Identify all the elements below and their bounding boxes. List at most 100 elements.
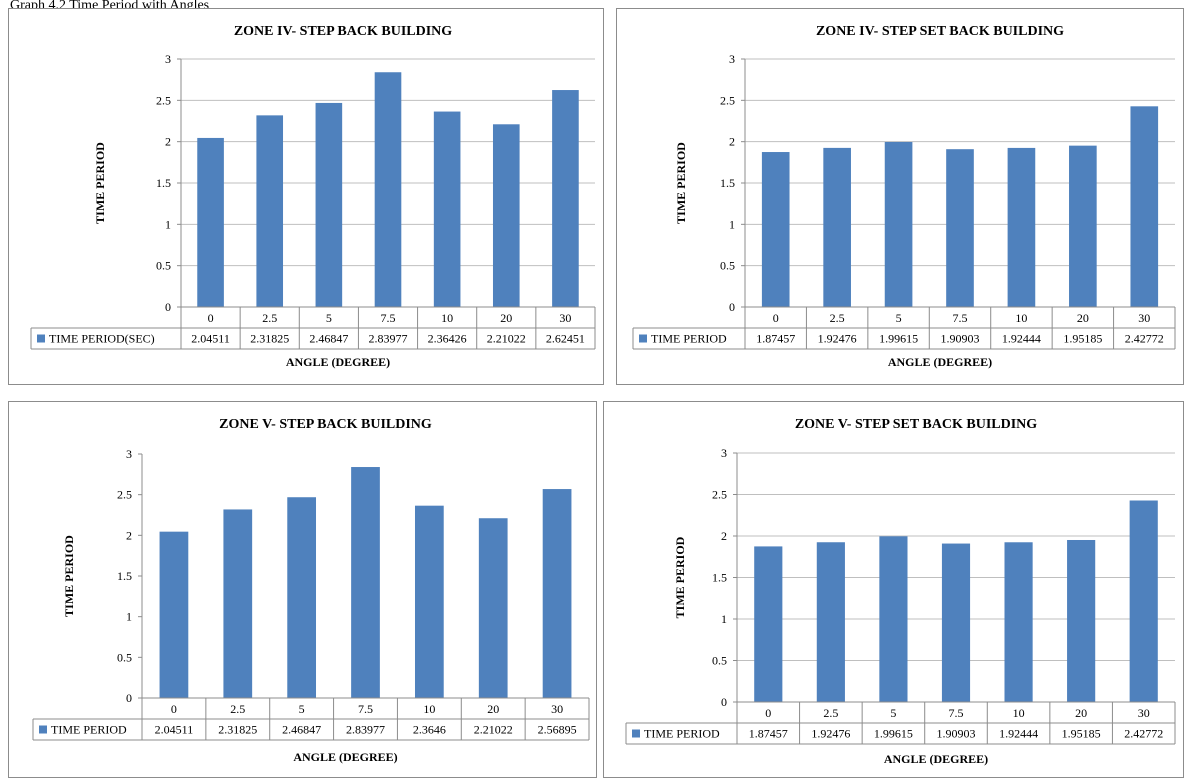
data-table-value: 2.83977 (346, 723, 385, 737)
data-table-value: 2.56895 (538, 723, 577, 737)
y-tick-label: 1.5 (720, 176, 735, 190)
x-tick-label: 2.5 (230, 702, 245, 716)
bar-2.5 (816, 542, 845, 702)
x-tick-label: 0 (208, 311, 214, 325)
x-tick-label: 7.5 (953, 311, 968, 325)
data-table-value: 2.62451 (546, 332, 585, 346)
data-table-value: 2.3646 (413, 723, 446, 737)
bar-2.5 (823, 147, 851, 307)
legend-swatch (39, 725, 47, 734)
data-table-value: 1.87457 (749, 727, 788, 741)
x-tick-label: 2.5 (823, 706, 838, 720)
y-tick-label: 2 (729, 135, 735, 149)
bar-30 (1130, 106, 1159, 308)
x-tick-label: 5 (890, 706, 896, 720)
x-tick-label: 30 (1138, 311, 1150, 325)
y-tick-label: 3 (729, 52, 735, 66)
data-table-value: 1.95185 (1063, 332, 1102, 346)
y-tick-label: 0.5 (117, 650, 132, 664)
data-table-value: 1.92476 (811, 727, 850, 741)
y-axis-title: TIME PERIOD (93, 142, 107, 224)
bar-2.5 (256, 115, 284, 307)
y-tick-label: 2.5 (712, 488, 727, 502)
x-axis-title: ANGLE (DEGREE) (884, 752, 988, 766)
y-tick-label: 1 (165, 217, 171, 231)
data-table-value: 1.90903 (937, 727, 976, 741)
chart-title: ZONE V- STEP SET BACK BUILDING (795, 417, 1037, 432)
bar-5 (315, 102, 343, 307)
data-table-value: 2.31825 (218, 723, 257, 737)
data-table-value: 2.36426 (428, 332, 467, 346)
x-tick-label: 7.5 (381, 311, 396, 325)
y-tick-label: 2 (165, 135, 171, 149)
data-table-value: 2.21022 (474, 723, 513, 737)
legend-series-name: TIME PERIOD (651, 332, 727, 346)
y-tick-label: 0 (721, 695, 727, 709)
x-tick-label: 7.5 (949, 706, 964, 720)
legend-swatch (632, 729, 640, 738)
x-tick-label: 10 (441, 311, 453, 325)
chart-title: ZONE IV- STEP BACK BUILDING (234, 24, 452, 39)
y-tick-label: 1.5 (156, 176, 171, 190)
x-tick-label: 20 (500, 311, 512, 325)
x-tick-label: 2.5 (262, 311, 277, 325)
chart-title: ZONE V- STEP BACK BUILDING (219, 417, 432, 432)
bar-10 (414, 505, 444, 698)
data-table-value: 1.99615 (879, 332, 918, 346)
data-table-value: 2.04511 (191, 332, 230, 346)
x-tick-label: 2.5 (830, 311, 845, 325)
x-tick-label: 5 (896, 311, 902, 325)
x-tick-label: 0 (765, 706, 771, 720)
x-tick-label: 5 (326, 311, 332, 325)
x-tick-label: 20 (1075, 706, 1087, 720)
bar-30 (552, 90, 579, 308)
chart-panel-zone-iv-step-set-back: ZONE IV- STEP SET BACK BUILDING 0 0.5 1 1.5 2… (616, 8, 1184, 385)
x-tick-label: 30 (551, 702, 563, 716)
bar-7.5 (946, 149, 974, 307)
y-tick-label: 2 (126, 528, 132, 542)
bar-30 (1129, 500, 1158, 702)
data-table-value: 1.99615 (874, 727, 913, 741)
data-table-value: 2.04511 (155, 723, 194, 737)
y-tick-label: 0 (165, 300, 171, 314)
y-tick-label: 0 (126, 691, 132, 705)
bar-7.5 (374, 72, 402, 307)
data-table-value: 1.92444 (999, 727, 1038, 741)
chart-svg: ZONE IV- STEP SET BACK BUILDING 0 0.5 1 1.5 2… (632, 24, 1176, 369)
x-tick-label: 30 (559, 311, 571, 325)
y-tick-label: 2.5 (720, 93, 735, 107)
data-table-value: 1.90903 (941, 332, 980, 346)
chart-panel-zone-iv-step-back: ZONE IV- STEP BACK BUILDING 0 0.5 1 1.5 2 2.5 3… (8, 8, 604, 385)
bar-7.5 (941, 543, 971, 702)
data-table-value: 1.92476 (818, 332, 857, 346)
y-tick-label: 0.5 (720, 259, 735, 273)
x-tick-label: 30 (1138, 706, 1150, 720)
bar-5 (287, 497, 317, 698)
bar-20 (478, 518, 508, 698)
y-tick-label: 2.5 (156, 93, 171, 107)
x-tick-label: 10 (423, 702, 435, 716)
chart-svg: ZONE V- STEP SET BACK BUILDING 0 0.5 1 1.5 2 2… (625, 417, 1176, 766)
y-tick-label: 2 (721, 529, 727, 543)
chart-svg: ZONE V- STEP BACK BUILDING00.511.522.530… (32, 417, 590, 764)
data-table-value: 2.21022 (487, 332, 526, 346)
x-tick-label: 10 (1013, 706, 1025, 720)
x-tick-label: 0 (171, 702, 177, 716)
data-table-value: 2.42772 (1125, 332, 1164, 346)
bar-10 (1007, 147, 1036, 307)
data-table-value: 1.87457 (756, 332, 795, 346)
data-table-value: 1.92444 (1002, 332, 1041, 346)
chart-svg: ZONE IV- STEP BACK BUILDING 0 0.5 1 1.5 2 2.5 3… (30, 24, 596, 369)
y-axis-title: TIME PERIOD (62, 535, 76, 617)
legend-swatch (37, 334, 45, 343)
legend-series-name: TIME PERIOD (644, 727, 720, 741)
y-tick-label: 1.5 (117, 569, 132, 583)
data-table-value: 2.31825 (250, 332, 289, 346)
x-axis-title: ANGLE (DEGREE) (293, 750, 397, 764)
legend-series-name: TIME PERIOD (51, 723, 127, 737)
bar-10 (433, 111, 461, 307)
y-tick-label: 1 (721, 612, 727, 626)
y-tick-label: 0.5 (156, 259, 171, 273)
y-tick-label: 0 (729, 300, 735, 314)
y-tick-label: 2.5 (117, 488, 132, 502)
